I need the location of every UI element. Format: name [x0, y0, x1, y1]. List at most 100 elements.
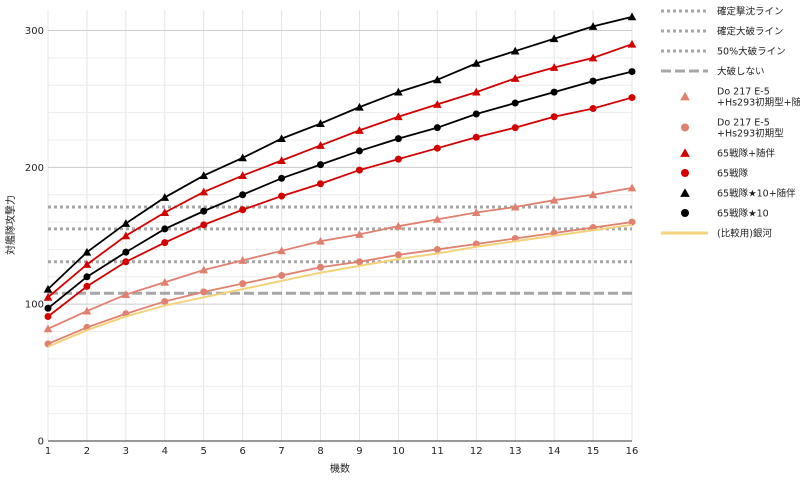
- data-point: [433, 124, 441, 132]
- data-point: [277, 246, 286, 255]
- x-tick-label: 1: [45, 446, 51, 457]
- data-point: [317, 263, 325, 271]
- legend-item: 65戦隊: [681, 168, 749, 180]
- series-line: [47, 96, 633, 318]
- data-point: [200, 288, 208, 296]
- data-point: [122, 248, 130, 256]
- data-point: [627, 39, 637, 48]
- data-point: [199, 187, 209, 196]
- data-point: [549, 195, 559, 204]
- x-tick-label: 12: [470, 446, 483, 457]
- data-point: [43, 284, 53, 293]
- data-point: [238, 256, 247, 264]
- data-point: [433, 75, 442, 84]
- data-point: [82, 247, 92, 256]
- series-line: [47, 223, 633, 348]
- legend-item: 50%大破ライン: [661, 46, 786, 58]
- series-line: [47, 221, 633, 345]
- data-point: [433, 144, 441, 152]
- data-point: [239, 191, 247, 199]
- series-65戦隊: [44, 94, 636, 320]
- data-point: [161, 297, 169, 305]
- data-point: [161, 225, 169, 233]
- legend-swatch: [680, 188, 690, 197]
- data-point: [316, 141, 325, 149]
- data-point: [394, 112, 403, 121]
- data-point: [589, 77, 597, 85]
- legend-label: +Hs293初期型+随伴: [717, 97, 800, 109]
- legend-item: 65戦隊★10+随伴: [680, 188, 796, 200]
- data-point: [355, 166, 363, 174]
- data-point: [589, 105, 597, 113]
- x-tick-label: 8: [317, 446, 323, 457]
- legend-label: (比較用)銀河: [717, 228, 772, 240]
- legend-label: Do 217 E-5: [717, 118, 770, 129]
- data-point: [121, 219, 131, 227]
- legend-label: 65戦隊★10: [717, 208, 769, 220]
- legend-item: 大破しない: [661, 66, 765, 78]
- data-point: [316, 119, 325, 128]
- data-point: [160, 277, 170, 286]
- legend-item: 確定撃沈ライン: [661, 6, 784, 18]
- legend-item: 65戦隊+随伴: [680, 148, 776, 160]
- data-point: [278, 192, 286, 200]
- data-point: [471, 87, 481, 96]
- data-point: [627, 12, 637, 21]
- data-point: [200, 221, 208, 229]
- data-point: [355, 102, 364, 111]
- y-tick-label: 300: [25, 26, 44, 37]
- x-tick-label: 11: [431, 446, 444, 457]
- legend-label: 確定撃沈ライン: [717, 6, 784, 18]
- grid: [47, 10, 633, 441]
- y-axis-title: 対艦隊攻撃力: [4, 195, 17, 255]
- data-point: [472, 110, 480, 118]
- data-point: [472, 133, 480, 141]
- data-point: [394, 221, 403, 230]
- legend-label: 50%大破ライン: [717, 46, 786, 58]
- data-point: [317, 161, 325, 169]
- series-layer: [43, 12, 637, 348]
- data-point: [433, 245, 441, 253]
- data-point: [588, 190, 598, 199]
- series-(比較用)銀河: [47, 223, 633, 348]
- data-point: [510, 46, 520, 55]
- data-point: [549, 63, 559, 71]
- data-point: [511, 124, 519, 132]
- data-point: [238, 171, 247, 179]
- data-point: [316, 236, 325, 245]
- data-point: [43, 293, 53, 301]
- data-point: [511, 99, 519, 107]
- data-point: [355, 147, 363, 155]
- series-line: [47, 70, 633, 309]
- legend-item: Do 217 E-5+Hs293初期型: [681, 118, 784, 140]
- series-line: [47, 186, 633, 330]
- data-point: [628, 218, 636, 226]
- data-point: [394, 135, 402, 143]
- y-tick-label: 0: [38, 437, 44, 448]
- data-point: [627, 183, 637, 192]
- y-tick-labels: 0 100 200 300: [25, 26, 44, 447]
- x-tick-label: 15: [587, 446, 600, 457]
- data-point: [161, 239, 169, 247]
- data-point: [471, 59, 481, 67]
- data-point: [550, 88, 558, 96]
- x-tick-label: 4: [162, 446, 168, 457]
- data-point: [121, 231, 131, 240]
- data-point: [199, 171, 209, 179]
- data-point: [394, 87, 403, 96]
- x-tick-label: 9: [356, 446, 362, 457]
- data-point: [355, 230, 364, 238]
- x-tick-label: 2: [84, 446, 90, 457]
- x-tick-label: 13: [509, 446, 522, 457]
- legend-label: 確定大破ライン: [717, 26, 784, 38]
- x-tick-label: 10: [392, 446, 405, 457]
- legend-swatch: [680, 91, 690, 101]
- legend-label: 大破しない: [717, 66, 765, 78]
- legend-swatch: [681, 209, 689, 217]
- data-point: [83, 273, 91, 281]
- data-point: [278, 271, 286, 279]
- legend-swatch: [681, 169, 689, 177]
- data-point: [433, 215, 442, 223]
- data-point: [628, 94, 636, 102]
